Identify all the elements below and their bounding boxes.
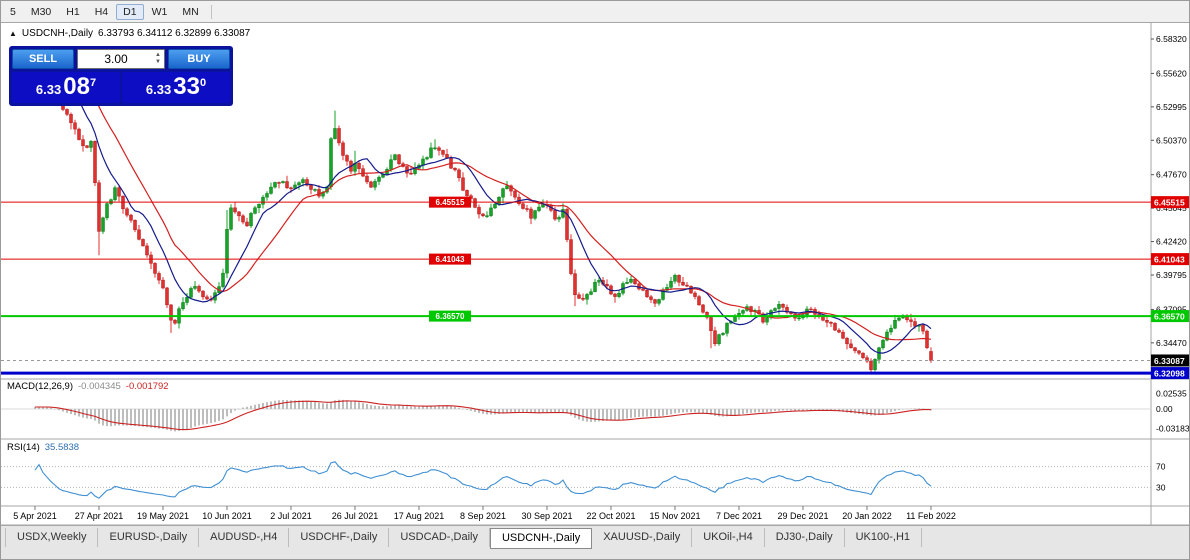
macd-panel[interactable] xyxy=(1,379,1151,439)
ohlc-values: 6.33793 6.34112 6.32899 6.33087 xyxy=(98,28,251,39)
buy-price-big: 33 xyxy=(173,73,200,100)
chart-title: ▲ USDCNH-,Daily 6.33793 6.34112 6.32899 … xyxy=(9,28,250,39)
volume-increase-button[interactable]: ▲ xyxy=(155,52,161,58)
one-click-trading-panel: SELL ▲ ▼ BUY 6.33 08 7 6.33 33 0 xyxy=(9,46,233,106)
chart-tab-xauusd-daily[interactable]: XAUUSD-,Daily xyxy=(592,528,693,547)
price-axis[interactable] xyxy=(1151,23,1189,506)
buy-price-sup: 0 xyxy=(199,77,207,89)
sell-price-big: 08 xyxy=(63,73,90,100)
timeframe-button-d1[interactable]: D1 xyxy=(116,3,144,20)
rsi-value: 35.5838 xyxy=(44,442,80,453)
symbol-title: USDCNH-,Daily xyxy=(21,28,94,39)
volume-spinner: ▲ ▼ xyxy=(153,50,163,68)
volume-decrease-button[interactable]: ▼ xyxy=(155,59,161,65)
chart-tab-dj30-daily[interactable]: DJ30-,Daily xyxy=(765,528,845,547)
buy-button[interactable]: BUY xyxy=(168,49,230,69)
timeframe-button-h4[interactable]: H4 xyxy=(94,5,109,18)
toolbar-separator xyxy=(210,4,212,19)
timeframe-button-h1[interactable]: H1 xyxy=(66,5,80,18)
one-click-panel-toggle-icon[interactable]: ▲ xyxy=(9,29,17,38)
sell-price-display[interactable]: 6.33 08 7 xyxy=(12,72,120,103)
chart-tab-audusd-h4[interactable]: AUDUSD-,H4 xyxy=(199,528,290,547)
rsi-name: RSI(14) xyxy=(7,442,40,453)
volume-box: ▲ ▼ xyxy=(77,49,165,69)
sell-button[interactable]: SELL xyxy=(12,49,74,69)
timeframe-button-w1[interactable]: W1 xyxy=(151,5,168,18)
macd-signal-value: -0.001792 xyxy=(125,381,169,392)
chart-tab-usdcad-daily[interactable]: USDCAD-,Daily xyxy=(389,528,490,547)
chart-tab-uk100-h1[interactable]: UK100-,H1 xyxy=(845,528,923,547)
buy-price-display[interactable]: 6.33 33 0 xyxy=(122,72,230,103)
time-axis[interactable] xyxy=(1,506,1151,525)
chart-tab-ukoil-h4[interactable]: UKOil-,H4 xyxy=(692,528,765,547)
timeframe-button-mn[interactable]: MN xyxy=(182,5,199,18)
timeframe-button-m30[interactable]: M30 xyxy=(30,5,52,18)
buy-price-base: 6.33 xyxy=(145,82,172,97)
chart-tab-bar: USDX,Weekly EURUSD-,Daily AUDUSD-,H4 USD… xyxy=(1,525,1189,559)
chart-tab-usdcnh-daily[interactable]: USDCNH-,Daily xyxy=(489,528,593,549)
sell-price-base: 6.33 xyxy=(35,82,62,97)
macd-name: MACD(12,26,9) xyxy=(7,381,73,392)
rsi-indicator-label: RSI(14) 35.5838 xyxy=(7,442,79,453)
volume-input[interactable] xyxy=(78,51,164,67)
chart-tab-eurusd-daily[interactable]: EURUSD-,Daily xyxy=(98,528,200,547)
macd-indicator-label: MACD(12,26,9) -0.004345 -0.001792 xyxy=(7,381,169,392)
timeframe-button-m5[interactable]: 5 xyxy=(10,5,16,18)
rsi-panel[interactable] xyxy=(1,439,1151,506)
macd-main-value: -0.004345 xyxy=(78,381,121,392)
chart-tab-usdx-weekly[interactable]: USDX,Weekly xyxy=(5,528,99,547)
chart-tab-usdchf-daily[interactable]: USDCHF-,Daily xyxy=(289,528,390,547)
sell-price-sup: 7 xyxy=(89,77,97,89)
timeframe-toolbar: 5 M30 H1 H4 D1 W1 MN xyxy=(1,1,1189,23)
